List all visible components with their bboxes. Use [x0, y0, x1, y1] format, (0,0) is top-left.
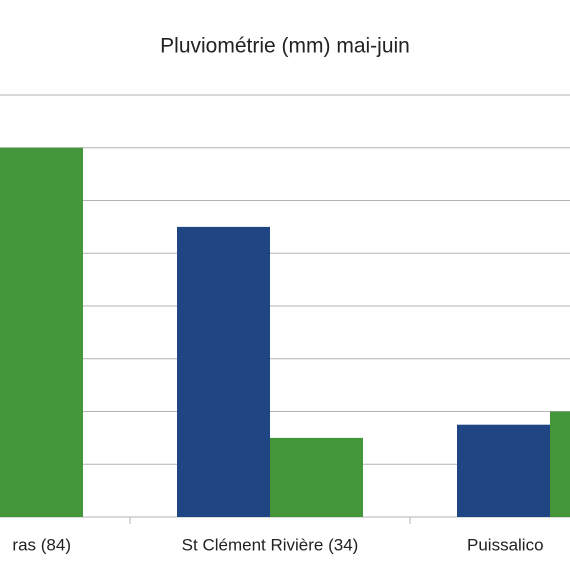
bar: [457, 424, 550, 517]
x-tick-label: St Clément Rivière (34): [182, 535, 359, 554]
bar: [177, 226, 270, 517]
x-tick-label: Puissalico: [467, 535, 544, 554]
chart-title: Pluviométrie (mm) mai-juin: [160, 35, 410, 58]
bar: [0, 147, 83, 517]
x-tick-label: ras (84): [12, 535, 71, 554]
bar: [550, 411, 570, 517]
bar: [270, 437, 363, 517]
